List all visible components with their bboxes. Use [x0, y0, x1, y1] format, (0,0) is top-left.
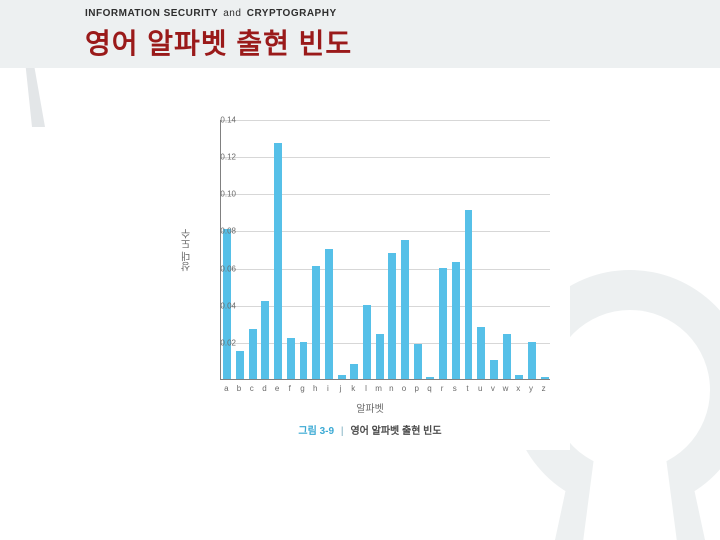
chart-bar: [401, 240, 409, 379]
chart-ytick-label: 0.12: [220, 153, 236, 162]
chart-xtick-label: t: [466, 384, 468, 393]
chart-plot-area: [220, 120, 550, 380]
chart-bar: [261, 301, 269, 379]
chart-xtick-label: w: [503, 384, 509, 393]
chart-ytick-label: 0.02: [220, 338, 236, 347]
chart-bar: [350, 364, 358, 379]
chart-xtick-label: q: [427, 384, 431, 393]
chart-xtick-label: b: [237, 384, 241, 393]
chart-xtick-label: l: [365, 384, 367, 393]
chart-xtick-label: i: [327, 384, 329, 393]
chart-ytick-label: 0.08: [220, 227, 236, 236]
chart-xtick-label: n: [389, 384, 393, 393]
header-subtitle: INFORMATION SECURITY and CRYPTOGRAPHY: [85, 8, 337, 19]
chart-gridline: [221, 194, 550, 195]
chart-bar: [503, 334, 511, 379]
chart-xtick-label: u: [478, 384, 482, 393]
chart-xtick-label: o: [402, 384, 406, 393]
chart-xtick-label: g: [300, 384, 304, 393]
chart-bar: [477, 327, 485, 379]
chart-bar: [249, 329, 257, 379]
chart-xtick-label: h: [313, 384, 317, 393]
chart-xtick-label: s: [453, 384, 457, 393]
chart-bar: [300, 342, 308, 379]
chart-bar: [312, 266, 320, 379]
chart-bar: [236, 351, 244, 379]
chart-bar: [287, 338, 295, 379]
page-title: 영어 알파벳 출현 빈도: [85, 22, 352, 62]
chart-caption: 그림 3-9 | 영어 알파벳 출현 빈도: [170, 422, 570, 437]
caption-separator: |: [341, 426, 344, 437]
chart-gridline: [221, 269, 550, 270]
chart-ytick-label: 0.04: [220, 301, 236, 310]
chart-ytick-label: 0.14: [220, 116, 236, 125]
chart-gridline: [221, 120, 550, 121]
chart-bar: [452, 262, 460, 379]
frequency-chart: 상대 도수 알파벳 그림 3-9 | 영어 알파벳 출현 빈도 0.02 0.04…: [170, 110, 570, 450]
chart-xtick-label: r: [441, 384, 444, 393]
chart-gridline: [221, 157, 550, 158]
chart-bar: [376, 334, 384, 379]
chart-bar: [274, 143, 282, 379]
chart-xtick-label: j: [340, 384, 342, 393]
subtitle-and: and: [223, 8, 241, 19]
chart-gridline: [221, 306, 550, 307]
chart-gridline: [221, 343, 550, 344]
chart-xtick-label: y: [529, 384, 533, 393]
chart-bar: [325, 249, 333, 379]
chart-bar: [439, 268, 447, 379]
chart-bar: [515, 375, 523, 379]
chart-bar: [388, 253, 396, 379]
chart-xtick-label: c: [250, 384, 254, 393]
subtitle-part-left: INFORMATION SECURITY: [85, 8, 218, 19]
chart-xtick-label: d: [262, 384, 266, 393]
chart-x-axis-label: 알파벳: [170, 400, 570, 415]
chart-bar: [528, 342, 536, 379]
chart-bar: [465, 210, 473, 379]
chart-ytick-label: 0.10: [220, 190, 236, 199]
chart-y-axis-label: 상대 도수: [180, 229, 195, 272]
chart-xtick-label: f: [289, 384, 291, 393]
chart-bar: [490, 360, 498, 379]
chart-xtick-label: x: [516, 384, 520, 393]
chart-xtick-label: z: [542, 384, 546, 393]
subtitle-part-right: CRYPTOGRAPHY: [247, 8, 337, 19]
chart-xtick-label: m: [375, 384, 382, 393]
figure-number: 그림 3-9: [298, 426, 334, 437]
chart-bar: [426, 377, 434, 379]
chart-xtick-label: a: [224, 384, 228, 393]
chart-xtick-label: e: [275, 384, 279, 393]
chart-bar: [338, 375, 346, 379]
chart-ytick-label: 0.06: [220, 264, 236, 273]
figure-title: 영어 알파벳 출현 빈도: [350, 426, 441, 437]
chart-gridline: [221, 231, 550, 232]
chart-bar: [363, 305, 371, 379]
chart-xtick-label: k: [351, 384, 355, 393]
chart-xtick-label: v: [491, 384, 495, 393]
chart-bar: [414, 344, 422, 379]
chart-xtick-label: p: [414, 384, 418, 393]
chart-bar: [541, 377, 549, 379]
